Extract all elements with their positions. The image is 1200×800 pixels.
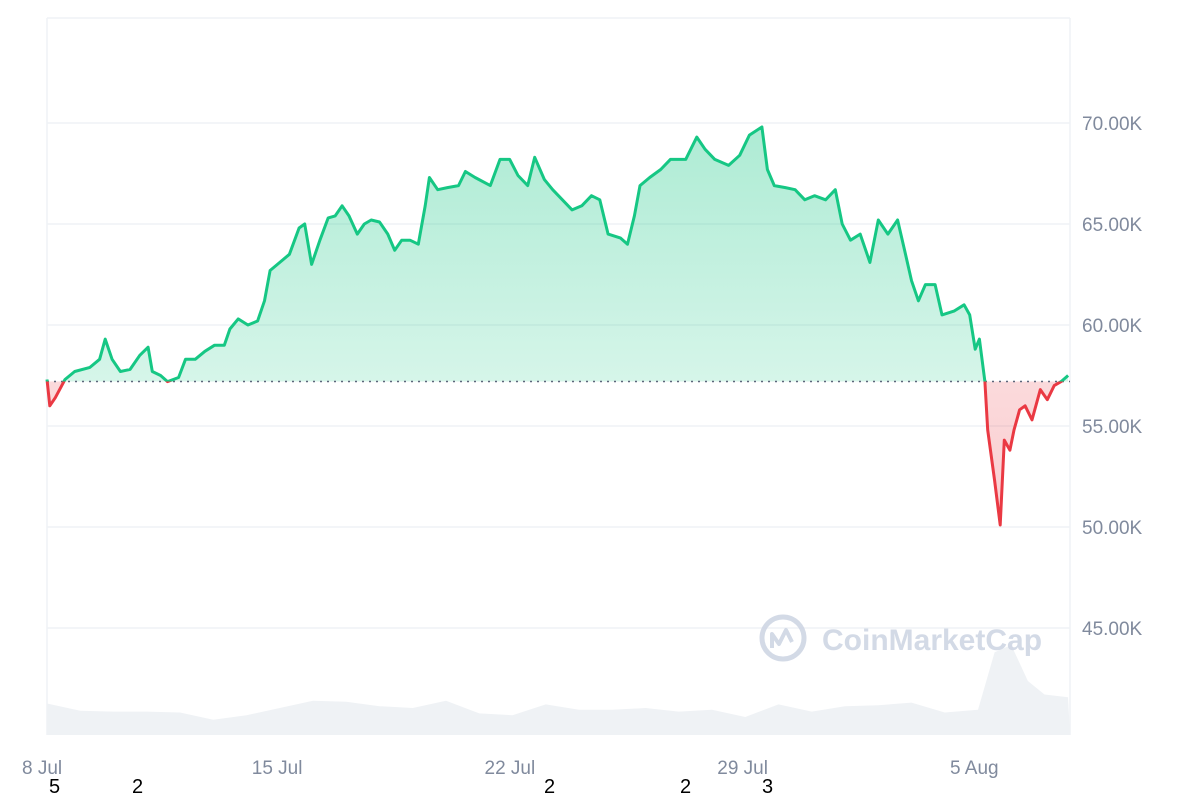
x-tick-label: 29 Jul <box>717 758 768 779</box>
price-area-above <box>47 127 1069 382</box>
stray-label: 2 <box>680 776 692 798</box>
x-tick-label: 15 Jul <box>252 758 303 779</box>
price-line-above <box>45 125 1070 382</box>
x-tick-label: 5 Aug <box>950 758 999 779</box>
grid-lines <box>46 17 1071 735</box>
y-tick-label: 45.00K <box>1082 619 1143 640</box>
x-tick-label: 8 Jul <box>22 758 62 779</box>
stray-label: 3 <box>762 776 774 798</box>
y-tick-label: 60.00K <box>1082 316 1143 337</box>
coinmarketcap-watermark: CoinMarketCap <box>759 614 1042 662</box>
y-tick-label: 70.00K <box>1082 114 1143 135</box>
y-tick-label: 50.00K <box>1082 518 1143 539</box>
x-axis: 8 Jul 15 Jul 22 Jul 29 Jul 5 Aug <box>22 758 999 779</box>
stray-label: 2 <box>132 776 144 798</box>
y-tick-label: 65.00K <box>1082 215 1143 236</box>
stray-label: 5 <box>49 776 61 798</box>
volume-area <box>47 645 1070 735</box>
x-tick-label: 22 Jul <box>485 758 536 779</box>
stray-label: 2 <box>544 776 556 798</box>
volume-shape <box>47 645 1070 735</box>
y-axis: 45.00K 50.00K 55.00K 60.00K 65.00K 70.00K <box>1082 114 1143 640</box>
y-tick-label: 55.00K <box>1082 417 1143 438</box>
svg-text:CoinMarketCap: CoinMarketCap <box>822 624 1042 657</box>
